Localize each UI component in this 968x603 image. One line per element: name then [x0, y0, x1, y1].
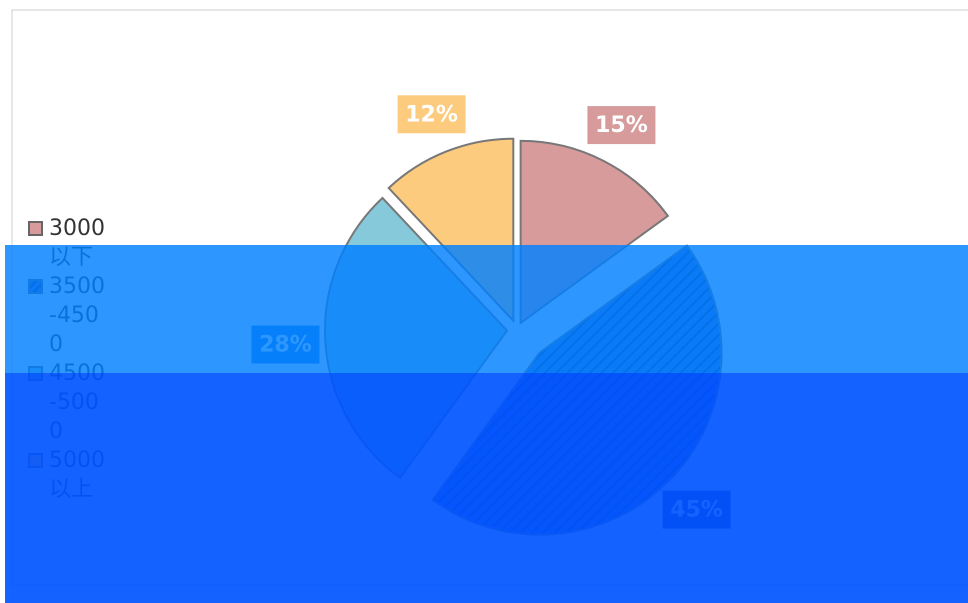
legend-item: 3000以下 [28, 214, 120, 272]
legend-swatch [28, 221, 43, 236]
legend-item: 3500-4500 [28, 272, 120, 359]
data-label: 28% [259, 333, 312, 358]
legend-swatch [28, 453, 43, 468]
data-label: 45% [670, 498, 723, 523]
legend-label: 3000以下 [49, 216, 105, 270]
legend-item: 4500-5000 [28, 359, 120, 446]
data-label: 15% [595, 113, 648, 138]
data-label: 12% [405, 102, 458, 127]
legend-label: 4500-5000 [49, 361, 105, 444]
legend-swatch [28, 366, 43, 381]
legend-label: 5000以上 [49, 448, 105, 502]
legend-item: 5000以上 [28, 446, 120, 504]
legend: 3000以下 3500-4500 4500-5000 5000以上 [28, 214, 120, 504]
legend-swatch [28, 279, 43, 294]
data-label-box [397, 95, 466, 134]
data-label-box [587, 106, 656, 145]
legend-label: 3500-4500 [49, 274, 105, 357]
